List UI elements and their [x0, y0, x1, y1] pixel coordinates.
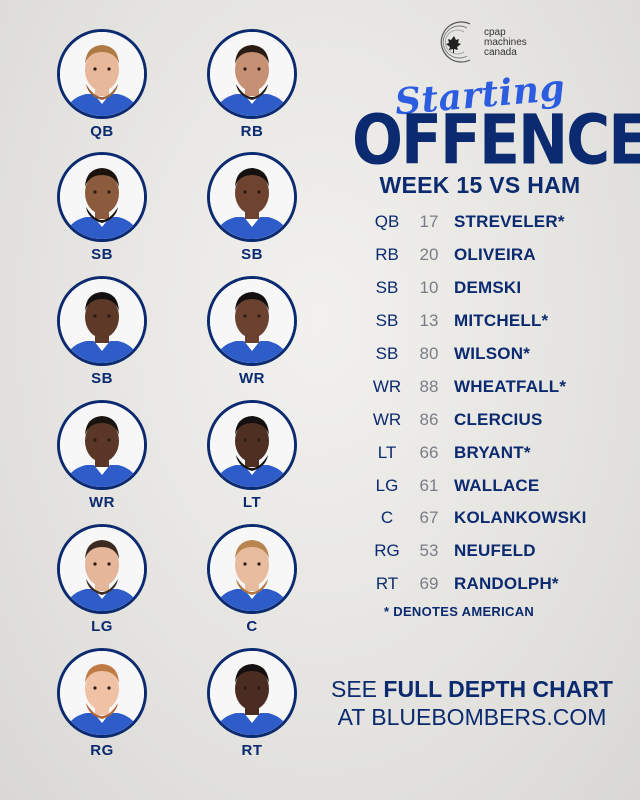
player-headshot — [57, 524, 147, 614]
lineup-name: OLIVEIRA — [454, 245, 536, 265]
lineup-number: 80 — [419, 344, 439, 363]
lineup-row: SB 13 MITCHELL* — [370, 305, 610, 338]
lineup-number: 61 — [419, 475, 439, 495]
player-headshot — [57, 29, 147, 119]
lineup-row: WR 86 CLERCIUS — [370, 403, 610, 436]
player-headshot — [207, 648, 297, 738]
website-link[interactable]: AT BLUEBOMBERS.COM — [337, 704, 607, 730]
logo-wordmark: cpap machines canada — [484, 28, 527, 58]
lineup-number: 69 — [419, 574, 439, 594]
player-headshot — [207, 29, 297, 119]
portrait-position-label: SB — [91, 246, 113, 263]
lineup-row: RB 20 OLIVEIRA — [370, 239, 610, 272]
lineup-number: 20 — [419, 245, 439, 265]
lineup-position: WR — [372, 409, 402, 429]
sponsor-logo: cpap machines canada — [430, 14, 550, 70]
portrait-position-label: RB — [240, 123, 264, 140]
lineup-row: WR 88 WHEATFALL* — [370, 370, 610, 403]
title-main: OFFENCE — [352, 100, 640, 181]
lineup-position: QB — [374, 212, 400, 232]
lineup-number: 13 — [419, 311, 439, 331]
player-portrait-card: RB — [207, 29, 299, 141]
lineup-position: WR — [372, 376, 402, 396]
lineup-row: C 67 KOLANKOWSKI — [370, 502, 610, 535]
player-portrait-card: LG — [57, 524, 149, 636]
lineup-name: WHEATFALL* — [454, 376, 567, 396]
lineup-position: C — [380, 508, 394, 528]
lineup-position: SB — [375, 278, 399, 298]
logo-line: machines — [484, 37, 527, 48]
player-headshot — [207, 276, 297, 366]
player-portrait-card: SB — [57, 276, 149, 388]
portrait-position-label: LG — [91, 618, 113, 635]
portrait-position-label: RT — [241, 742, 263, 759]
lineup-row: LT 66 BRYANT* — [370, 436, 610, 469]
portrait-position-label: QB — [90, 123, 114, 140]
player-portrait-card: WR — [57, 400, 149, 512]
cpap-c-maple-icon — [440, 21, 471, 63]
depth-chart-callout: SEE FULL DEPTH CHART — [322, 676, 622, 703]
lineup-position: LG — [375, 475, 399, 495]
portrait-position-label: SB — [91, 370, 113, 387]
starting-lineup-list: QB 17 STREVELER* RB 20 OLIVEIRA SB 10 DEMSKI S… — [370, 206, 610, 601]
logo-line: cpap — [484, 27, 506, 38]
player-headshot — [207, 152, 297, 242]
lineup-number: 66 — [419, 442, 439, 462]
player-headshot — [57, 648, 147, 738]
lineup-number: 17 — [419, 212, 439, 232]
american-footnote: * DENOTES AMERICAN — [384, 604, 535, 619]
cta-bold: FULL DEPTH CHART — [383, 676, 613, 702]
lineup-name: BRYANT* — [454, 442, 531, 462]
player-portrait-card: SB — [57, 152, 149, 264]
player-portrait-card: RG — [57, 648, 149, 760]
lineup-position: RB — [375, 245, 399, 265]
player-headshot — [207, 400, 297, 490]
lineup-position: LT — [377, 442, 397, 462]
lineup-name: KOLANKOWSKI — [454, 508, 587, 528]
player-headshot — [57, 400, 147, 490]
player-portrait-card: SB — [207, 152, 299, 264]
lineup-position: SB — [375, 311, 399, 331]
lineup-number: 10 — [419, 278, 439, 298]
lineup-row: LG 61 WALLACE — [370, 469, 610, 502]
portrait-position-label: SB — [241, 246, 263, 263]
lineup-name: CLERCIUS — [454, 409, 543, 429]
lineup-position: RT — [375, 574, 399, 594]
lineup-row: QB 17 STREVELER* — [370, 206, 610, 239]
player-headshot — [57, 152, 147, 242]
lineup-position: SB — [375, 344, 399, 363]
lineup-number: 53 — [419, 541, 439, 561]
matchup-subtitle: WEEK 15 VS HAM — [379, 172, 581, 198]
lineup-name: NEUFELD — [454, 541, 536, 561]
lineup-name: WILSON* — [454, 344, 531, 363]
lineup-row: SB 80 WILSON* — [370, 338, 610, 371]
portrait-position-label: WR — [239, 370, 265, 387]
lineup-row: RG 53 NEUFELD — [370, 535, 610, 568]
lineup-name: WALLACE — [454, 475, 540, 495]
lineup-number: 67 — [419, 508, 439, 528]
lineup-position: RG — [374, 541, 400, 561]
cta-prefix: SEE — [331, 676, 384, 702]
portrait-position-label: C — [246, 618, 258, 635]
player-portrait-card: RT — [207, 648, 299, 760]
lineup-name: MITCHELL* — [454, 311, 549, 331]
player-headshot — [57, 276, 147, 366]
lineup-name: DEMSKI — [454, 278, 522, 298]
player-portrait-card: C — [207, 524, 299, 636]
lineup-number: 88 — [419, 376, 439, 396]
player-portrait-card: LT — [207, 400, 299, 512]
lineup-number: 86 — [419, 409, 439, 429]
player-portrait-card: WR — [207, 276, 299, 388]
lineup-name: RANDOLPH* — [454, 574, 559, 594]
logo-line: canada — [484, 47, 517, 58]
portrait-position-label: RG — [90, 742, 114, 759]
lineup-row: RT 69 RANDOLPH* — [370, 568, 610, 601]
player-headshot — [207, 524, 297, 614]
player-portrait-card: QB — [57, 29, 149, 141]
lineup-row: SB 10 DEMSKI — [370, 272, 610, 305]
portrait-position-label: LT — [242, 494, 262, 511]
portrait-position-label: WR — [89, 494, 115, 511]
lineup-name: STREVELER* — [454, 212, 565, 232]
